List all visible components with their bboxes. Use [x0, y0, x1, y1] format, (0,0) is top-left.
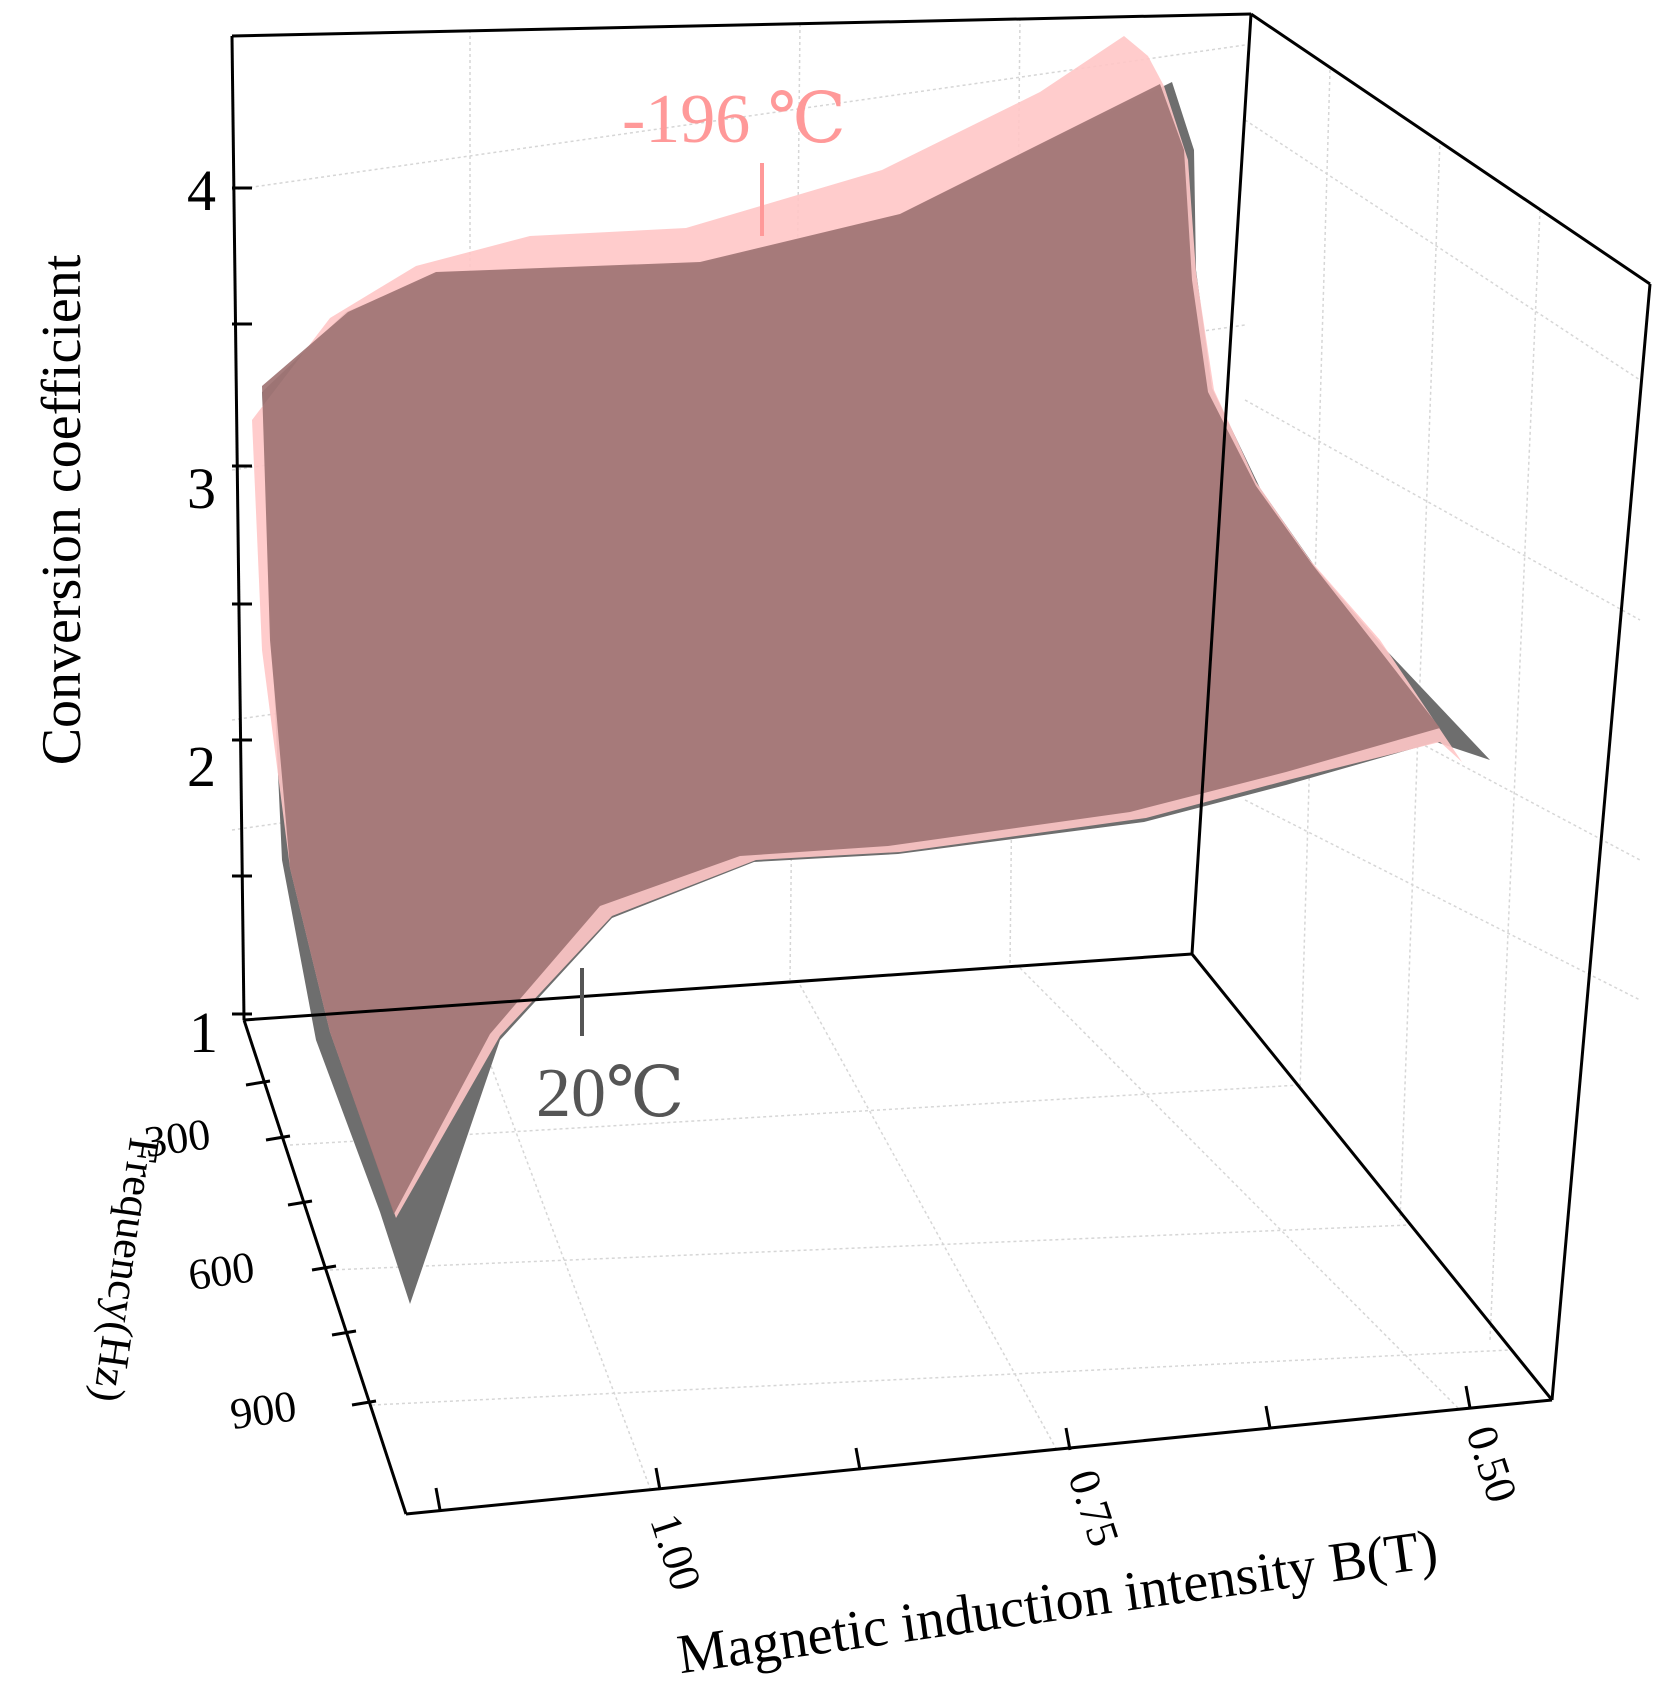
z-tick-3: 3	[187, 456, 216, 521]
tick-b-5	[1464, 1385, 1472, 1409]
tick-f-2	[287, 1199, 313, 1207]
tick-f-5	[351, 1399, 377, 1407]
label-20c: 20℃	[536, 1055, 684, 1132]
grid-floor-b-0	[469, 1009, 651, 1489]
grid-z-right-3	[1244, 799, 1641, 1001]
y-tick-900: 900	[227, 1381, 299, 1439]
label-196c: -196 ℃	[622, 81, 846, 158]
tick-b-3	[1064, 1427, 1072, 1451]
axis-box	[230, 12, 1652, 1516]
y-tick-300: 300	[141, 1109, 213, 1167]
x-tick-0-50: 0.50	[1456, 1420, 1526, 1508]
x-axis-title: Magnetic induction intensity B(T)	[674, 1518, 1442, 1685]
surface-196c	[252, 36, 1462, 1218]
grid-floor-f-1	[329, 1224, 1411, 1271]
surface-196c-front	[262, 84, 1440, 1214]
tick-f-3	[311, 1264, 337, 1272]
y-tick-600: 600	[185, 1242, 257, 1300]
z-tick-1: 1	[189, 1000, 218, 1065]
z-tick-2: 2	[187, 734, 216, 799]
grid-floor-b-2	[1019, 967, 1461, 1411]
tick-f-4	[331, 1329, 357, 1337]
tick-b-2	[854, 1447, 862, 1471]
tick-b-4	[1264, 1405, 1272, 1429]
y-axis-title: Frequency(Hz)	[84, 1135, 170, 1406]
x-tick-0-75: 0.75	[1058, 1464, 1128, 1552]
z-tick-4: 4	[187, 158, 216, 223]
grid-floor-f-2	[371, 1349, 1511, 1406]
tick-b-1	[654, 1467, 662, 1491]
z-axis-title: Conversion coefficient	[31, 254, 93, 765]
tick-b-0	[434, 1487, 442, 1511]
grid-z-right-0	[1244, 119, 1641, 381]
x-tick-1-00: 1.00	[640, 1508, 710, 1596]
grid-floor-b-1	[799, 984, 1059, 1453]
axis-ticks	[232, 186, 1472, 1511]
grid-f-right-2	[1489, 209, 1541, 1341]
tick-f-0	[245, 1079, 271, 1087]
grid-f-right-1	[1399, 139, 1441, 1221]
tick-f-1	[265, 1134, 291, 1142]
